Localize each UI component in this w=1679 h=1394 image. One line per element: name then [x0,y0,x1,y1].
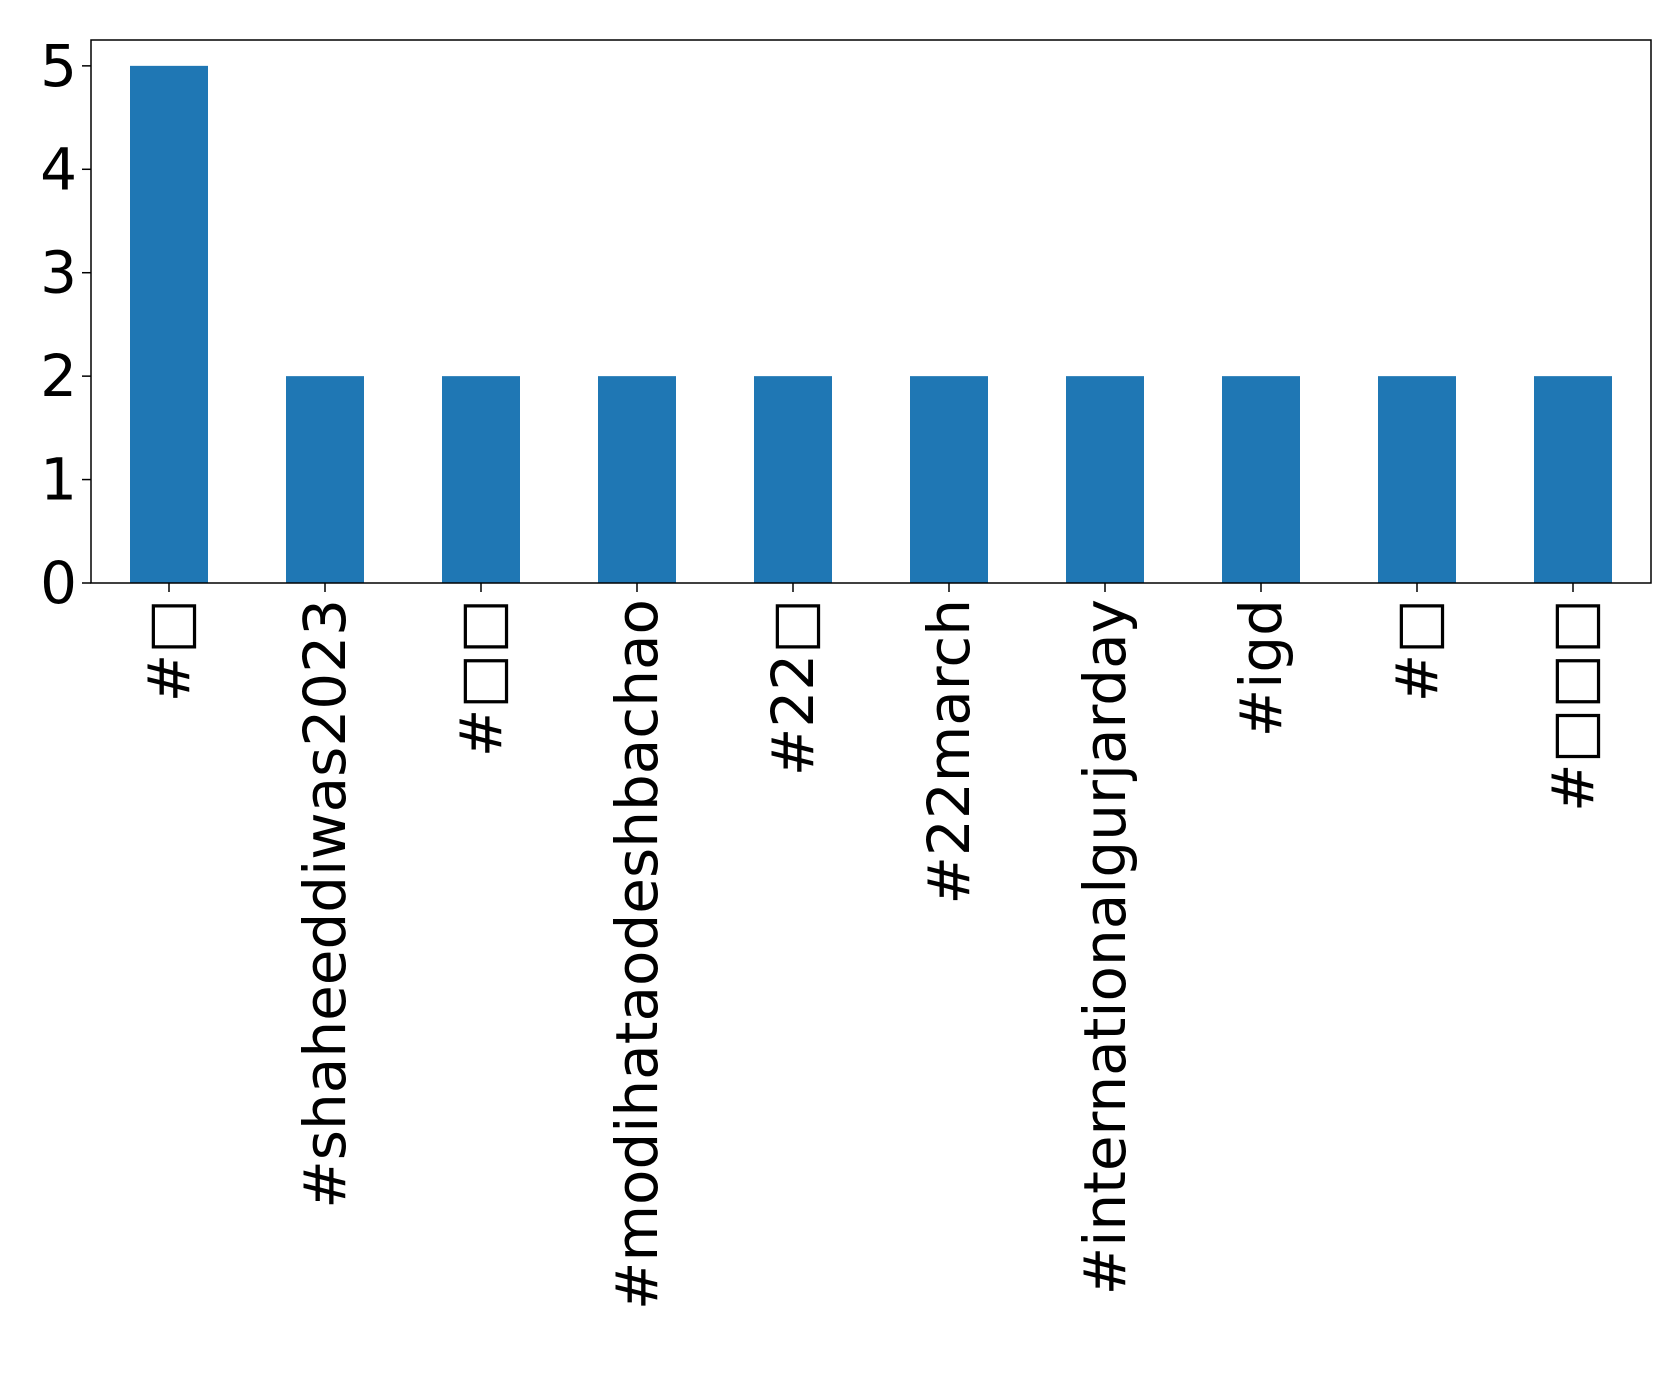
y-axis: 0 1 2 3 4 5 [40,32,91,617]
bar-9 [1534,376,1612,583]
x-tick-label-0: #□ [135,599,203,702]
bar-6 [1066,376,1144,583]
x-tick-label-2: #□□ [447,599,515,757]
bar-2 [442,376,520,583]
y-tick-label-3: 3 [40,239,77,307]
bar-3 [598,376,676,583]
x-tick-label-8: #□ [1383,599,1451,702]
y-tick-label-1: 1 [40,446,77,514]
y-tick-label-2: 2 [40,342,77,410]
bar-5 [910,376,988,583]
x-axis: #□ #shaheeddiwas2023 #□□ #modihataodeshbach… [135,583,1607,1310]
bar-8 [1378,376,1456,583]
x-tick-label-3: #modihataodeshbachao [603,599,671,1310]
y-tick-label-5: 5 [40,32,77,100]
x-tick-label-9: #□□□ [1539,599,1607,812]
x-tick-label-7: #igd [1227,599,1295,737]
bar-7 [1222,376,1300,583]
plot-frame [90,39,1652,584]
y-tick-label-4: 4 [40,135,77,203]
x-tick-label-4: #22□ [759,599,827,776]
x-tick-label-6: #internationalgurjarday [1071,599,1139,1295]
x-tick-label-1: #shaheeddiwas2023 [291,599,359,1209]
bar-1 [286,376,364,583]
x-tick-label-5: #22march [915,599,983,905]
bars-group [130,65,1612,584]
bar-4 [754,376,832,583]
bar-0 [130,65,208,584]
y-tick-label-0: 0 [40,549,77,617]
